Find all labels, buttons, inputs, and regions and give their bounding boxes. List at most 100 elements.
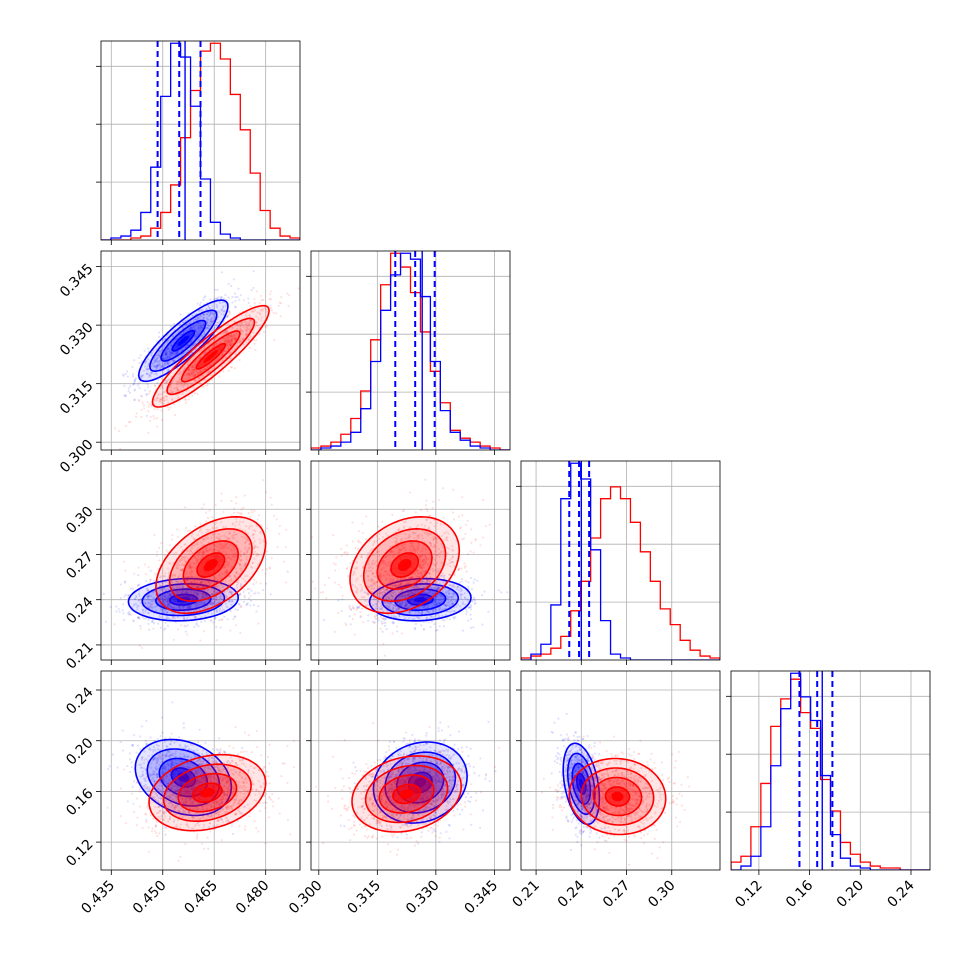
scatter-point <box>224 546 227 549</box>
scatter-point <box>253 578 256 581</box>
scatter-point <box>165 611 168 614</box>
scatter-point <box>424 478 427 481</box>
scatter-point <box>229 344 232 347</box>
scatter-point <box>208 364 211 368</box>
scatter-point <box>257 317 260 320</box>
scatter-point <box>202 538 205 541</box>
scatter-point <box>240 330 243 333</box>
scatter-point <box>420 567 423 570</box>
scatter-point <box>242 506 245 509</box>
scatter-point <box>202 352 206 355</box>
scatter-point <box>221 353 224 356</box>
scatter-point <box>207 311 210 314</box>
scatter-point <box>408 610 411 614</box>
scatter-point <box>233 305 237 308</box>
scatter-point <box>206 595 210 598</box>
scatter-point <box>251 561 255 564</box>
scatter-point <box>435 604 438 607</box>
scatter-point <box>240 583 243 586</box>
scatter-point <box>473 599 477 602</box>
scatter-point <box>454 594 457 597</box>
scatter-point <box>145 360 148 363</box>
scatter-point <box>250 566 254 569</box>
scatter-point <box>420 612 423 615</box>
scatter-point <box>469 550 472 553</box>
scatter-point <box>340 609 343 613</box>
scatter-point <box>409 545 412 548</box>
scatter-point <box>207 612 210 615</box>
scatter-point <box>453 609 456 613</box>
scatter-point <box>417 610 420 614</box>
scatter-point <box>227 282 230 285</box>
scatter-point <box>443 619 446 622</box>
scatter-point <box>182 330 186 333</box>
scatter-point <box>437 587 441 590</box>
scatter-point <box>259 582 262 585</box>
scatter-point <box>447 595 451 599</box>
scatter-point <box>375 564 378 567</box>
scatter-point <box>158 350 161 353</box>
scatter-point <box>399 549 402 552</box>
scatter-point <box>211 526 215 529</box>
scatter-point <box>139 602 142 605</box>
scatter-point <box>139 627 142 630</box>
scatter-point <box>383 619 386 622</box>
scatter-point <box>160 409 163 412</box>
scatter-point <box>155 417 159 420</box>
scatter-point <box>239 631 242 634</box>
scatter-point <box>411 592 414 595</box>
scatter-point <box>197 331 200 334</box>
scatter-point <box>137 599 140 602</box>
scatter-point <box>452 597 455 600</box>
scatter-point <box>246 587 249 591</box>
scatter-point <box>127 389 130 393</box>
contour-line-series-b <box>180 330 241 383</box>
scatter-point <box>215 521 218 524</box>
scatter-point <box>132 373 135 376</box>
scatter-point <box>164 363 167 366</box>
scatter-point <box>219 596 222 600</box>
scatter-point <box>221 585 224 589</box>
scatter-point <box>202 324 205 327</box>
scatter-point <box>416 616 420 619</box>
scatter-point <box>469 617 473 621</box>
scatter-point <box>463 592 466 595</box>
scatter-point <box>213 576 217 579</box>
scatter-point <box>194 605 197 608</box>
scatter-point <box>193 524 197 528</box>
scatter-point <box>175 387 178 390</box>
scatter-point <box>364 599 367 602</box>
scatter-point <box>146 598 149 601</box>
scatter-point <box>422 563 426 566</box>
scatter-point <box>454 615 457 618</box>
scatter-point <box>194 330 197 334</box>
scatter-point <box>147 367 150 370</box>
scatter-point <box>224 293 227 297</box>
scatter-panel-3-1 <box>100 460 301 661</box>
scatter-point <box>459 593 462 596</box>
scatter-point <box>398 615 401 618</box>
scatter-point <box>224 594 227 597</box>
scatter-point <box>434 545 437 548</box>
scatter-point <box>214 601 217 604</box>
scatter-point <box>284 581 287 584</box>
scatter-point <box>196 392 199 396</box>
scatter-point <box>147 601 150 604</box>
scatter-point <box>419 563 422 566</box>
density-peak <box>203 559 218 572</box>
scatter-point <box>213 337 216 341</box>
scatter-point <box>210 600 213 604</box>
scatter-point <box>265 325 269 328</box>
scatter-point <box>224 543 228 546</box>
scatter-content <box>102 479 289 650</box>
scatter-point <box>158 582 161 585</box>
scatter-point <box>411 593 414 596</box>
scatter-point <box>202 602 205 605</box>
scatter-point <box>333 630 336 633</box>
scatter-point <box>147 375 151 378</box>
scatter-point <box>172 552 176 555</box>
scatter-point <box>177 383 180 386</box>
scatter-point <box>463 562 466 565</box>
scatter-point <box>129 587 133 590</box>
scatter-point <box>227 339 230 342</box>
